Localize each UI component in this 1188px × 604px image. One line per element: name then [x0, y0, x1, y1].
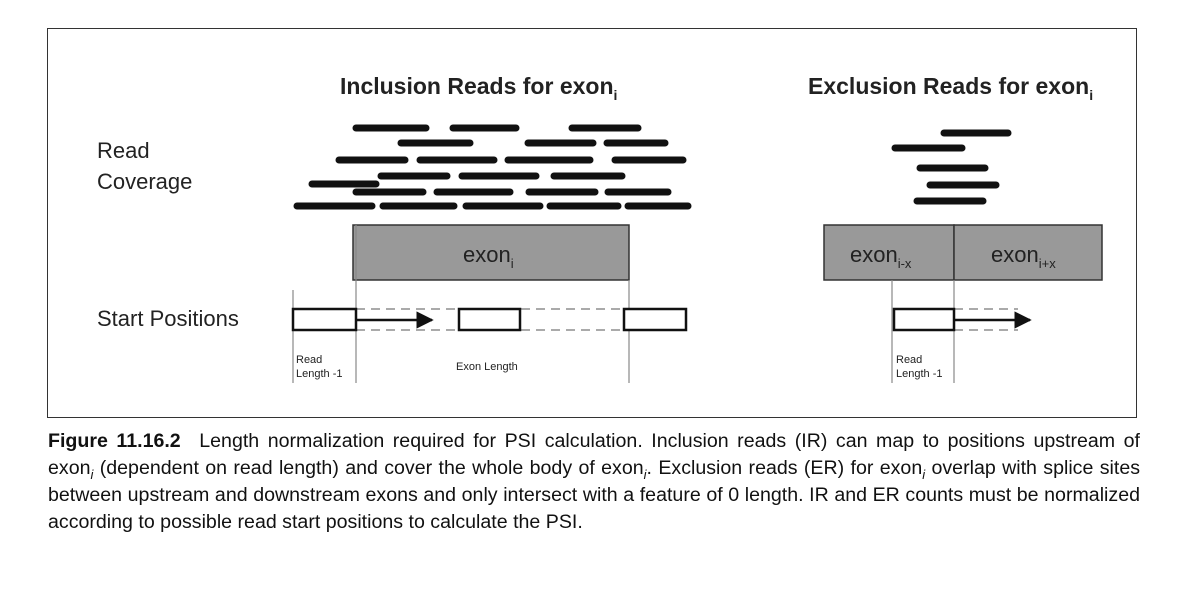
exon-i-box — [352, 224, 630, 281]
inclusion-title-sub: i — [614, 87, 618, 103]
read-length-label: Read Length -1 — [296, 354, 342, 380]
exclusion-start-positions: Read Length -1 — [891, 280, 1032, 383]
start-position-box — [291, 307, 358, 332]
read-coverage-label: Read Coverage — [97, 138, 192, 194]
inclusion-title: Inclusion Reads for exoni — [340, 73, 617, 103]
exon-downstream-label: exoni+x — [991, 242, 1056, 271]
caption-subscript: i — [922, 466, 926, 482]
inclusion-start-positions: Read Length -1 Exon Length — [291, 225, 688, 383]
figure-panel — [47, 28, 1137, 418]
exon-upstream-label: exoni-x — [850, 242, 912, 271]
exclusion-title: Exclusion Reads for exoni — [808, 73, 1093, 103]
exon-length-label: Exon Length — [456, 361, 518, 373]
exon-i-label: exoni — [463, 242, 514, 271]
exclusion-read-length-label: Read Length -1 — [896, 354, 942, 380]
caption-text: . Exclusion reads (ER) for exon — [646, 457, 923, 479]
start-position-box — [892, 307, 956, 332]
inclusion-reads — [293, 124, 692, 210]
figure-caption: Figure 11.16.2 Length normalization requ… — [48, 428, 1140, 536]
caption-subscript: i — [90, 466, 94, 482]
caption-text: (dependent on read length) and cover the… — [93, 457, 644, 479]
exclusion-title-sub: i — [1089, 87, 1093, 103]
figure-label: Figure 11.16.2 — [48, 430, 181, 452]
exon-downstream-box — [953, 224, 1103, 281]
start-positions-label: Start Positions — [97, 306, 239, 331]
start-position-box — [457, 307, 522, 332]
caption-subscript: i — [643, 466, 647, 482]
exclusion-reads — [891, 129, 1012, 205]
caption-text: overlap with splice sites between upstre… — [48, 457, 1141, 533]
caption-text: Length normalization required for PSI ca… — [48, 430, 1140, 479]
start-position-box — [622, 307, 688, 332]
